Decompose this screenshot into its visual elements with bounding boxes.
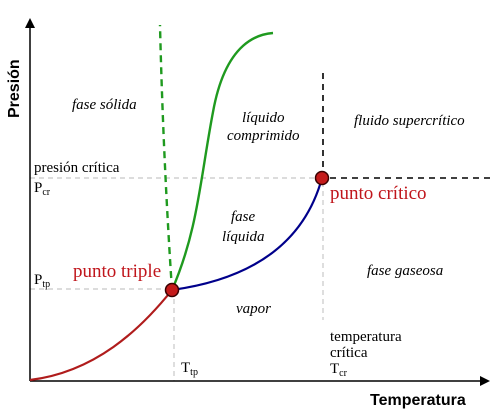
p-tp-main: P bbox=[34, 272, 42, 288]
compressed-liquid-label-2: comprimido bbox=[227, 128, 300, 144]
solid-phase-label: fase sólida bbox=[72, 97, 137, 113]
vaporization-curve bbox=[171, 177, 324, 292]
critical-temperature-label-1: temperatura bbox=[330, 329, 402, 345]
x-axis-title: Temperatura bbox=[370, 392, 466, 409]
p-tp-sub: tp bbox=[42, 279, 50, 290]
critical-point-label: punto crítico bbox=[330, 183, 427, 204]
critical-pressure-label: presión crítica bbox=[34, 160, 120, 176]
critical-point-marker bbox=[314, 170, 330, 186]
liquid-phase-label-2: líquida bbox=[222, 229, 265, 245]
t-cr-sub: cr bbox=[339, 368, 347, 379]
sublimation-curve bbox=[29, 289, 173, 382]
p-cr-main: P bbox=[34, 180, 42, 196]
y-axis-title: Presión bbox=[6, 59, 23, 118]
critical-temperature-label-2: crítica bbox=[330, 345, 368, 361]
anomalous-melting-curve bbox=[158, 24, 174, 291]
p-tp-label: Ptp bbox=[34, 272, 50, 290]
t-tp-sub: tp bbox=[190, 367, 198, 378]
p-cr-sub: cr bbox=[42, 187, 50, 198]
t-cr-main: T bbox=[330, 361, 339, 377]
t-tp-main: T bbox=[181, 360, 190, 376]
triple-point-label: punto triple bbox=[73, 261, 161, 282]
t-tp-label: Ttp bbox=[181, 360, 198, 378]
triple-point-marker bbox=[164, 282, 180, 298]
supercritical-fluid-label: fluido supercrítico bbox=[354, 113, 465, 129]
p-cr-label: Pcr bbox=[34, 180, 51, 198]
t-cr-label: Tcr bbox=[330, 361, 348, 379]
gas-phase-label: fase gaseosa bbox=[367, 263, 443, 279]
liquid-phase-label-1: fase bbox=[231, 209, 256, 225]
melting-curve bbox=[170, 31, 274, 291]
compressed-liquid-label-1: líquido bbox=[242, 110, 285, 126]
vapor-label: vapor bbox=[236, 301, 271, 317]
